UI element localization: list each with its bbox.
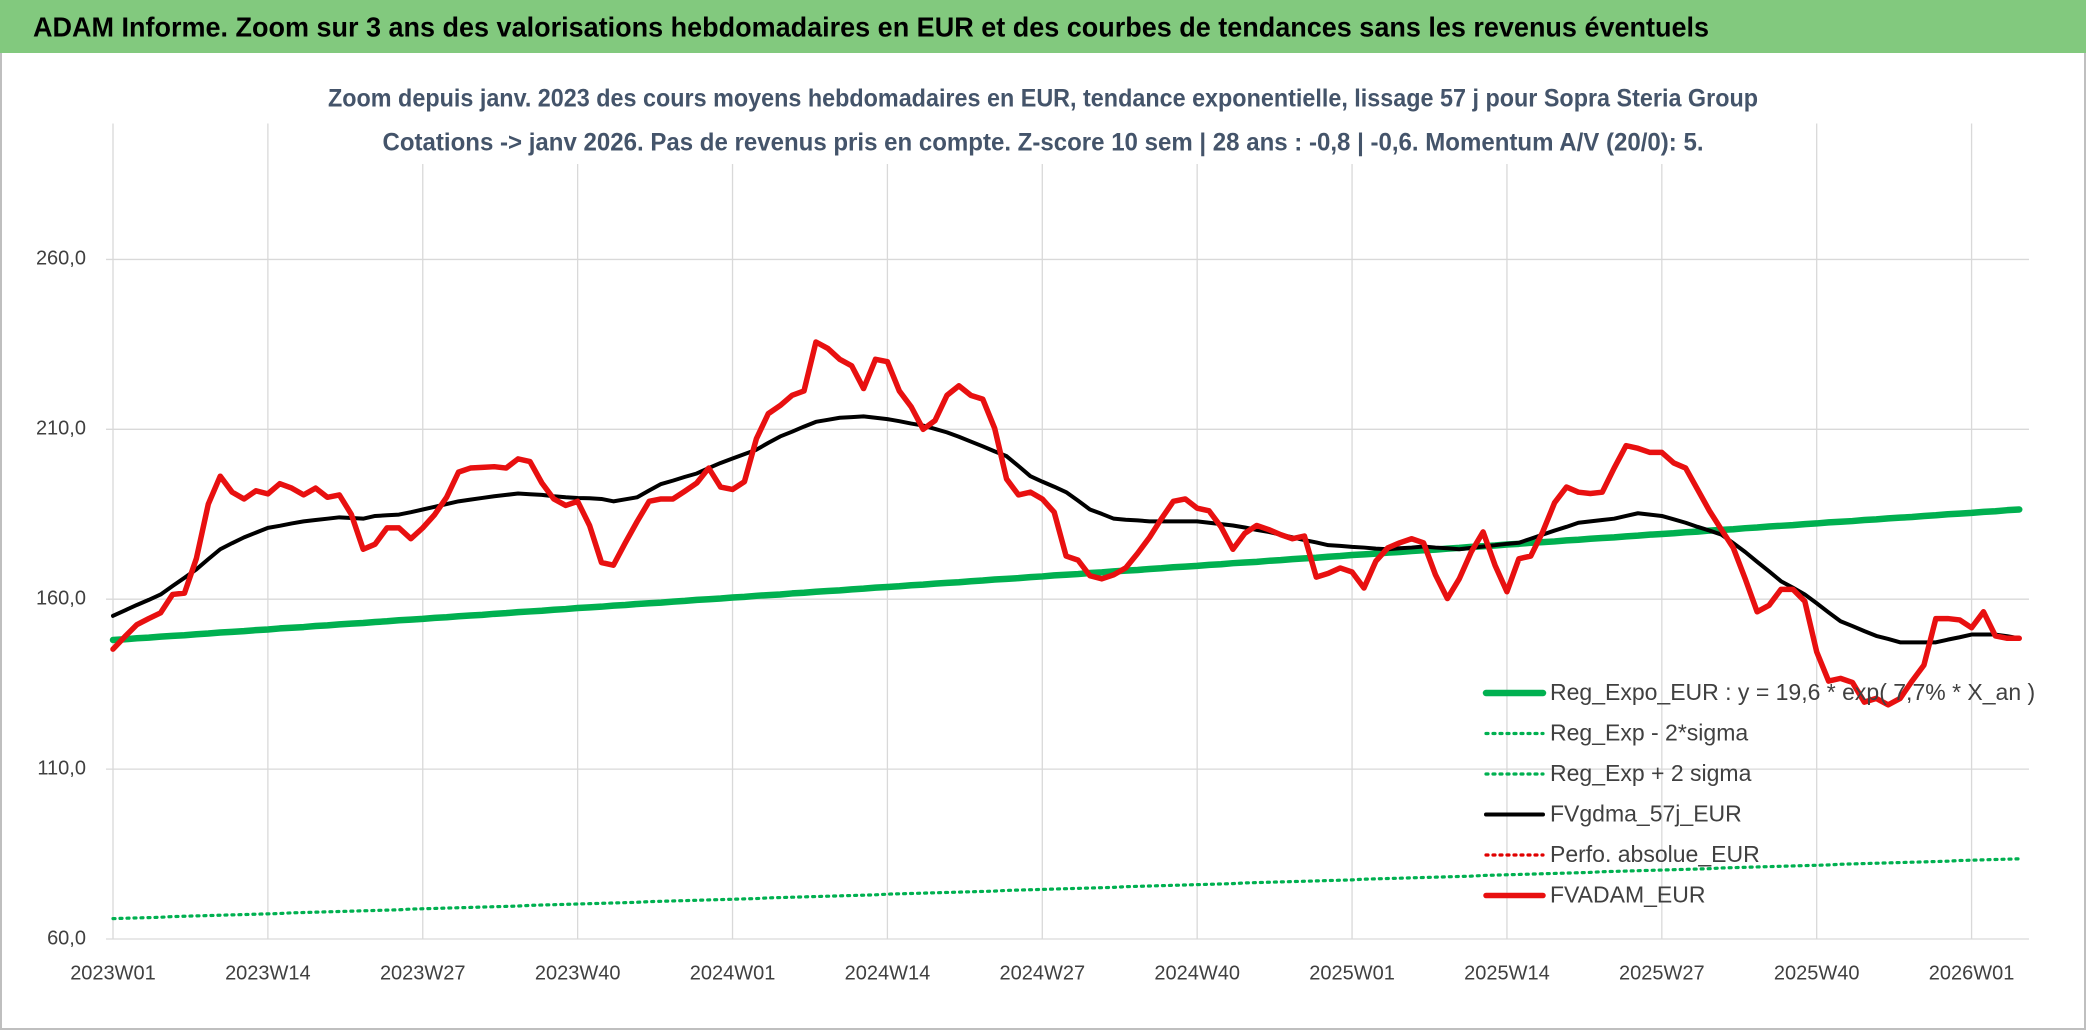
subtitle: Cotations -> janv 2026. Pas de revenus p… (383, 129, 1704, 157)
legend-label: FVADAM_EUR (1550, 882, 1706, 908)
x-tick-label: 2025W01 (1309, 962, 1395, 984)
y-tick-label: 210,0 (36, 418, 86, 440)
x-tick-label: 2024W27 (999, 962, 1085, 984)
subtitle-box (320, 80, 1763, 164)
grid: 60,0 110,0 160,0 210,0 260,0 2023W01 2023W14 20… (36, 123, 2029, 984)
legend-label: Reg_Exp - 2*sigma (1550, 720, 1748, 746)
x-tick-label: 2023W01 (70, 962, 156, 984)
x-tick-label: 2023W14 (225, 962, 311, 984)
plot-area (109, 339, 2023, 921)
y-tick-label: 160,0 (36, 587, 86, 609)
x-tick-label: 2025W27 (1619, 962, 1705, 984)
y-tick-label: 60,0 (47, 927, 86, 949)
series-line (111, 414, 2022, 645)
x-tick-label: 2025W40 (1774, 962, 1860, 984)
x-tick-label: 2024W40 (1154, 962, 1240, 984)
x-tick-label: 2023W27 (380, 962, 466, 984)
legend: Reg_Expo_EUR : y = 19,6 * exp( 7,7% * X_… (1482, 679, 2035, 908)
x-tick-label: 2026W01 (1929, 962, 2015, 984)
x-tick-label: 2024W01 (690, 962, 776, 984)
y-tick-label: 260,0 (36, 248, 86, 270)
legend-label: Reg_Exp + 2 sigma (1550, 760, 1752, 786)
series-line (110, 339, 2022, 708)
header-bar (0, 0, 2086, 53)
legend-label: FVgdma_57j_EUR (1550, 801, 1742, 827)
legend-label: Reg_Expo_EUR : y = 19,6 * exp( 7,7% * X_… (1550, 679, 2035, 705)
x-tick-label: 2025W14 (1464, 962, 1550, 984)
x-tick-label: 2024W14 (845, 962, 931, 984)
series-line (109, 506, 2023, 644)
series-line (111, 857, 2021, 921)
x-tick-label: 2023W40 (535, 962, 621, 984)
y-tick-label: 110,0 (37, 757, 86, 779)
subtitle: Zoom depuis janv. 2023 des cours moyens … (328, 85, 1758, 113)
legend-label: Perfo. absolue_EUR (1550, 841, 1760, 867)
chart-title: ADAM Informe. Zoom sur 3 ans des valoris… (33, 11, 1709, 42)
